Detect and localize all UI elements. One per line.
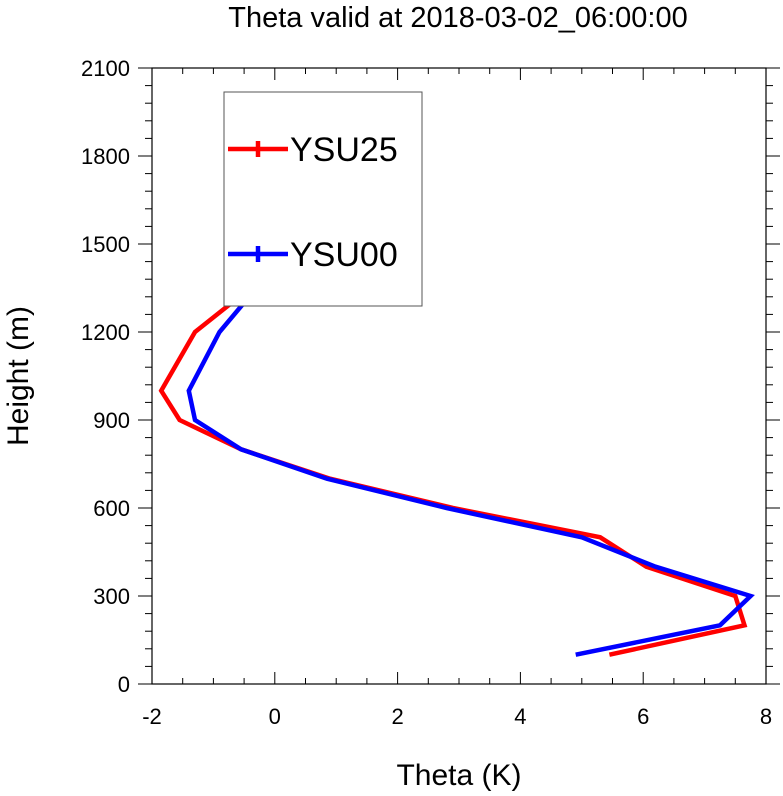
y-tick-label: 900 — [93, 408, 130, 433]
x-tick-label: 0 — [269, 704, 281, 729]
x-tick-label: -2 — [142, 704, 162, 729]
x-tick-label: 4 — [514, 704, 526, 729]
legend-label-ysu25: YSU25 — [290, 131, 398, 169]
y-tick-label: 300 — [93, 584, 130, 609]
y-tick-label: 2100 — [81, 56, 130, 81]
y-tick-label: 600 — [93, 496, 130, 521]
legend: YSU25 YSU00 — [223, 91, 423, 307]
y-axis-label: Height (m) — [2, 306, 35, 446]
legend-label-ysu00: YSU00 — [290, 236, 398, 274]
y-tick-label: 1200 — [81, 320, 130, 345]
x-tick-label: 6 — [637, 704, 649, 729]
axis-ticks — [138, 67, 780, 685]
x-tick-label: 2 — [391, 704, 403, 729]
y-tick-label: 1800 — [81, 144, 130, 169]
x-tick-label: 8 — [760, 704, 772, 729]
chart-title: Theta valid at 2018-03-02_06:00:00 — [228, 2, 688, 34]
x-tick-labels: -2 0 2 4 6 8 — [142, 704, 772, 729]
y-tick-labels: 0 300 600 900 1200 1500 1800 2100 — [81, 56, 130, 697]
y-tick-label: 1500 — [81, 232, 130, 257]
y-tick-label: 0 — [118, 672, 130, 697]
x-axis-label: Theta (K) — [396, 759, 521, 792]
legend-box — [223, 91, 423, 307]
